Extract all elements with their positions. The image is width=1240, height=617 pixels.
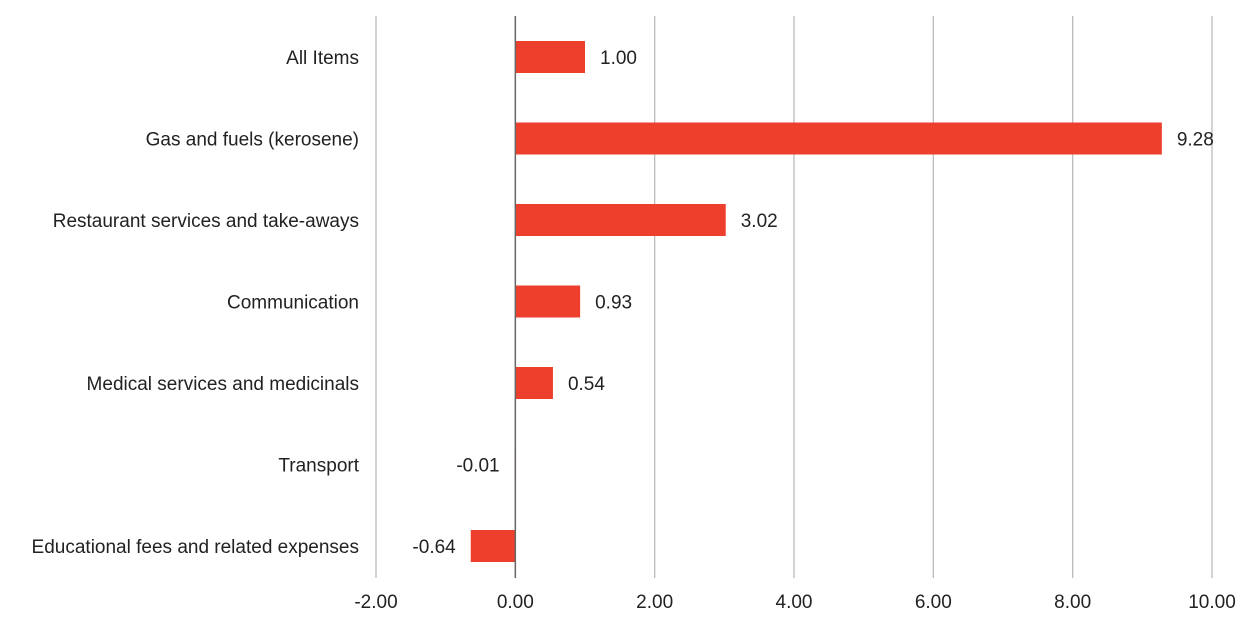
data-label: 0.93 [595, 293, 632, 314]
data-labels: 1.00 9.28 3.02 0.93 0.54 -0.01 -0.64 [412, 48, 1213, 558]
data-label: -0.64 [412, 537, 456, 558]
bar [515, 122, 1162, 155]
category-label: Medical services and medicinals [87, 374, 359, 395]
x-tick-label: 8.00 [1054, 592, 1091, 613]
bar [515, 285, 581, 318]
category-label: Transport [278, 456, 359, 477]
category-labels: All Items Gas and fuels (kerosene) Restaur… [32, 48, 360, 558]
x-tick-labels: -2.00 0.00 2.00 4.00 6.00 8.00 10.00 [354, 592, 1235, 613]
x-tick-label: -2.00 [354, 592, 397, 613]
bar [515, 204, 726, 236]
bar [515, 367, 553, 399]
data-label: 1.00 [600, 48, 637, 69]
category-label: Gas and fuels (kerosene) [146, 130, 359, 151]
x-tick-label: 4.00 [776, 592, 813, 613]
x-tick-label: 0.00 [497, 592, 534, 613]
bars [470, 41, 1162, 562]
category-label: All Items [286, 48, 359, 69]
bar [515, 41, 585, 73]
gridlines [375, 16, 1213, 578]
bar [470, 530, 516, 562]
data-label: -0.01 [456, 456, 499, 477]
category-label: Educational fees and related expenses [32, 537, 359, 558]
data-label: 0.54 [568, 374, 605, 395]
data-label: 9.28 [1177, 130, 1214, 151]
x-tick-label: 10.00 [1188, 592, 1236, 613]
category-label: Restaurant services and take-aways [53, 211, 359, 232]
category-label: Communication [227, 293, 359, 314]
x-tick-label: 2.00 [636, 592, 673, 613]
x-tick-label: 6.00 [915, 592, 952, 613]
data-label: 3.02 [741, 211, 778, 232]
